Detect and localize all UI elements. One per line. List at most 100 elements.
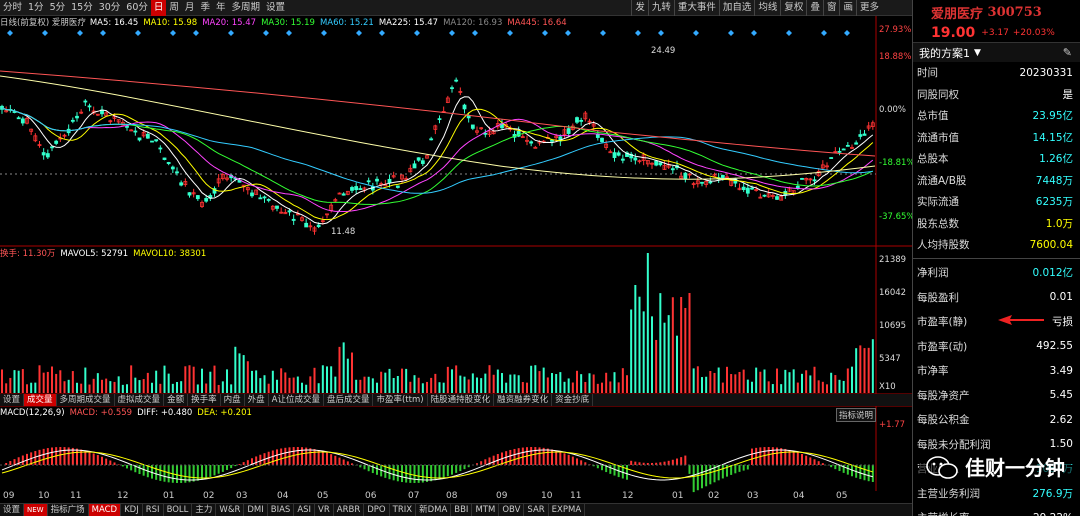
x-axis-label: 04	[277, 491, 289, 501]
event-marker	[542, 30, 548, 36]
tool-button-9[interactable]: 更多	[855, 0, 882, 16]
indicator-tab-10[interactable]: 市盈率(ttm)	[373, 394, 428, 406]
chart-mark	[220, 174, 225, 180]
chart-mark	[216, 178, 221, 184]
indicator-tab-4[interactable]: 金额	[164, 394, 189, 406]
chart-mark	[745, 187, 750, 194]
chart-mark	[395, 185, 400, 188]
axis-label: -18.81%	[879, 158, 915, 168]
legend-item: MA20: 15.47	[202, 18, 257, 28]
period-tab-8[interactable]: 月	[184, 1, 195, 13]
period-tab-11[interactable]: 多周期	[231, 1, 260, 13]
tool-button-2[interactable]: 重大事件	[673, 0, 719, 16]
period-tab-1[interactable]: 1分	[28, 1, 44, 13]
tool-button-0[interactable]: 发	[631, 0, 648, 16]
chart-mark	[283, 212, 288, 215]
period-tab-9[interactable]: 季	[200, 1, 210, 13]
chart-mark	[187, 192, 192, 196]
bottom-tab-7[interactable]: 主力	[192, 504, 217, 516]
period-tab-12[interactable]: 设置	[265, 1, 285, 13]
bottom-tab-2[interactable]: 指标广场	[48, 504, 89, 516]
edit-icon[interactable]: ✎	[1062, 46, 1072, 59]
indicator-tab-1[interactable]: 成交量	[24, 394, 57, 406]
fundamental-value: 5.45	[1049, 389, 1073, 402]
price-change: +3.17	[981, 28, 1009, 38]
legend-item: MA5: 16.45	[89, 18, 139, 28]
period-tab-10[interactable]: 年	[215, 1, 226, 13]
bottom-tab-12[interactable]: VR	[315, 504, 334, 516]
fundamental-row: 主营增长率 29.22%	[913, 506, 1080, 516]
bottom-tab-5[interactable]: RSI	[143, 504, 164, 516]
x-axis-label: 09	[3, 491, 15, 501]
indicator-tab-6[interactable]: 内盘	[221, 394, 245, 406]
tool-button-8[interactable]: 画	[839, 0, 856, 16]
chart-mark	[629, 153, 634, 159]
event-marker	[7, 30, 13, 36]
fundamental-label: 净利润	[917, 267, 949, 280]
bottom-tab-16[interactable]: 新DMA	[416, 504, 452, 516]
bottom-tab-8[interactable]: W&R	[216, 504, 245, 516]
period-tab-7[interactable]: 周	[169, 1, 179, 13]
tool-button-7[interactable]: 窗	[822, 0, 840, 16]
indicator-tab-12[interactable]: 融资融券变化	[494, 394, 553, 406]
fundamental-row: 总市值 23.95亿	[913, 105, 1080, 127]
event-marker	[693, 30, 699, 36]
bottom-tab-20[interactable]: SAR	[524, 504, 549, 516]
chart-mark	[129, 129, 134, 132]
fundamental-value: 是	[1062, 88, 1074, 101]
indicator-tab-13[interactable]: 资金抄底	[552, 394, 594, 406]
period-tab-5[interactable]: 60分	[126, 1, 148, 13]
chart-canvas[interactable]	[0, 16, 912, 516]
period-toolbar: 分时 1分 5分 15分 30分 60分日周月季年多周期 设置 发九转 重大事件 加自选 均线 复权叠…	[0, 0, 912, 16]
tool-button-5[interactable]: 复权	[780, 0, 806, 16]
watermark: 佳财一分钟	[919, 450, 1071, 483]
bottom-tab-19[interactable]: OBV	[499, 504, 525, 516]
event-marker	[263, 30, 269, 36]
bottom-tab-4[interactable]: KDJ	[121, 504, 143, 516]
bottom-tab-17[interactable]: BBI	[451, 504, 473, 516]
indicator-tab-11[interactable]: 陆股通持股变化	[428, 394, 495, 406]
chart-mark	[529, 141, 534, 144]
tool-button-1[interactable]: 九转	[647, 0, 674, 16]
tool-button-4[interactable]: 均线	[754, 0, 780, 16]
indicator-help-button[interactable]: 指标说明	[836, 408, 877, 422]
period-tab-4[interactable]: 30分	[98, 1, 121, 13]
x-axis-label: 06	[365, 491, 377, 501]
bottom-tab-0[interactable]: 设置	[0, 504, 25, 516]
fundamental-value: 1.50	[1049, 438, 1073, 451]
bottom-tab-14[interactable]: DPO	[364, 504, 390, 516]
indicator-tab-9[interactable]: 盘后成交量	[324, 394, 374, 406]
indicator-tab-8[interactable]: A让位成交量	[269, 394, 324, 406]
bottom-tab-6[interactable]: BOLL	[164, 504, 193, 516]
chart-mark	[125, 125, 129, 128]
indicator-tab-7[interactable]: 外盘	[245, 394, 269, 406]
fundamental-label: 每股盈利	[917, 291, 959, 304]
bottom-tab-15[interactable]: TRIX	[390, 504, 417, 516]
axis-label: X10	[879, 382, 896, 392]
indicator-tab-5[interactable]: 换手率	[188, 394, 221, 406]
indicator-tab-3[interactable]: 虚拟成交量	[115, 394, 165, 406]
bottom-tab-18[interactable]: MTM	[472, 504, 500, 516]
bottom-tab-3[interactable]: MACD	[88, 504, 122, 516]
bottom-tab-21[interactable]: EXPMA	[549, 504, 586, 516]
chart-mark	[695, 180, 700, 185]
bottom-tab-1[interactable]: NEW	[24, 504, 48, 516]
tool-button-6[interactable]: 叠	[806, 0, 823, 16]
chevron-down-icon[interactable]: ▼	[974, 47, 981, 58]
indicator-tab-0[interactable]: 设置	[0, 394, 25, 406]
indicator-tab-2[interactable]: 多周期成交量	[57, 394, 115, 406]
event-marker	[786, 30, 792, 36]
period-tab-2[interactable]: 5分	[49, 1, 66, 13]
kline-chart-area[interactable]	[0, 16, 912, 516]
period-tab-3[interactable]: 15分	[71, 1, 93, 13]
tool-button-3[interactable]: 加自选	[718, 0, 755, 16]
chart-mark	[50, 146, 54, 149]
chart-mark	[812, 179, 817, 182]
bottom-tab-10[interactable]: BIAS	[268, 504, 295, 516]
bottom-tab-9[interactable]: DMI	[244, 504, 268, 516]
bottom-tab-13[interactable]: ARBR	[334, 504, 365, 516]
bottom-tab-11[interactable]: ASI	[294, 504, 316, 516]
period-tab-6[interactable]: 日	[150, 0, 167, 16]
scheme-selector[interactable]: 我的方案1 ▼ ✎	[913, 42, 1080, 62]
period-tab-0[interactable]: 分时	[3, 1, 23, 13]
